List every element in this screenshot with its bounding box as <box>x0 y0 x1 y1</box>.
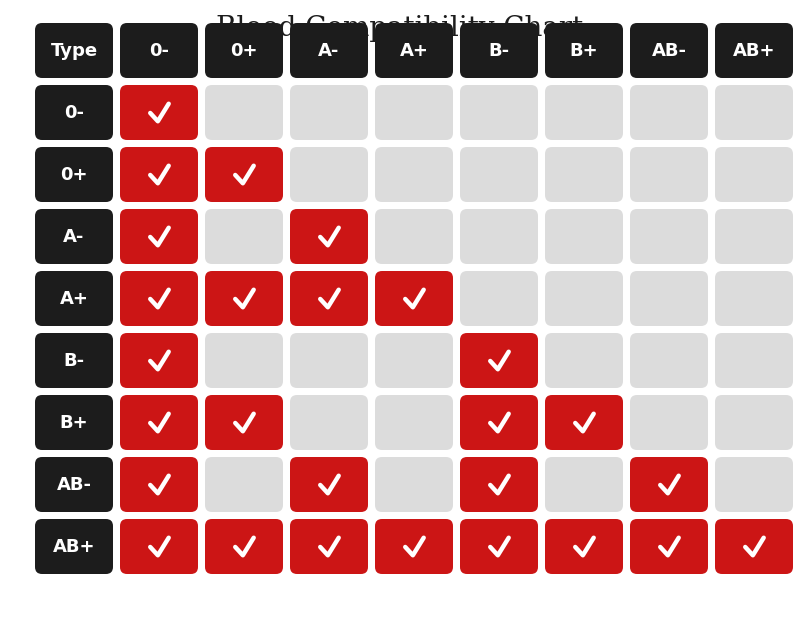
FancyBboxPatch shape <box>375 457 453 512</box>
FancyBboxPatch shape <box>715 209 793 264</box>
FancyBboxPatch shape <box>290 209 368 264</box>
FancyBboxPatch shape <box>630 23 708 78</box>
FancyBboxPatch shape <box>290 85 368 140</box>
FancyBboxPatch shape <box>35 519 113 574</box>
FancyBboxPatch shape <box>630 85 708 140</box>
FancyBboxPatch shape <box>120 271 198 326</box>
Text: Blood Compatibility Chart: Blood Compatibility Chart <box>216 15 584 42</box>
FancyBboxPatch shape <box>205 23 283 78</box>
FancyBboxPatch shape <box>120 85 198 140</box>
Text: B+: B+ <box>570 42 598 60</box>
Text: 0+: 0+ <box>60 165 88 184</box>
FancyBboxPatch shape <box>35 147 113 202</box>
FancyBboxPatch shape <box>120 147 198 202</box>
FancyBboxPatch shape <box>205 519 283 574</box>
FancyBboxPatch shape <box>35 23 113 78</box>
FancyBboxPatch shape <box>205 271 283 326</box>
FancyBboxPatch shape <box>375 333 453 388</box>
FancyBboxPatch shape <box>545 333 623 388</box>
FancyBboxPatch shape <box>460 147 538 202</box>
FancyBboxPatch shape <box>35 209 113 264</box>
FancyBboxPatch shape <box>375 395 453 450</box>
FancyBboxPatch shape <box>460 85 538 140</box>
FancyBboxPatch shape <box>35 333 113 388</box>
FancyBboxPatch shape <box>545 457 623 512</box>
FancyBboxPatch shape <box>120 23 198 78</box>
FancyBboxPatch shape <box>290 333 368 388</box>
FancyBboxPatch shape <box>375 271 453 326</box>
Text: AB+: AB+ <box>733 42 775 60</box>
Text: AB-: AB- <box>651 42 686 60</box>
FancyBboxPatch shape <box>715 271 793 326</box>
FancyBboxPatch shape <box>290 457 368 512</box>
FancyBboxPatch shape <box>630 271 708 326</box>
Text: 0-: 0- <box>64 104 84 122</box>
FancyBboxPatch shape <box>545 23 623 78</box>
FancyBboxPatch shape <box>715 85 793 140</box>
Text: Type: Type <box>50 42 98 60</box>
FancyBboxPatch shape <box>460 209 538 264</box>
FancyBboxPatch shape <box>715 333 793 388</box>
FancyBboxPatch shape <box>545 85 623 140</box>
FancyBboxPatch shape <box>375 85 453 140</box>
FancyBboxPatch shape <box>715 519 793 574</box>
FancyBboxPatch shape <box>375 23 453 78</box>
FancyBboxPatch shape <box>545 209 623 264</box>
FancyBboxPatch shape <box>460 519 538 574</box>
FancyBboxPatch shape <box>205 209 283 264</box>
FancyBboxPatch shape <box>205 147 283 202</box>
FancyBboxPatch shape <box>375 147 453 202</box>
FancyBboxPatch shape <box>630 147 708 202</box>
FancyBboxPatch shape <box>715 23 793 78</box>
FancyBboxPatch shape <box>120 209 198 264</box>
Text: B-: B- <box>489 42 510 60</box>
FancyBboxPatch shape <box>290 271 368 326</box>
FancyBboxPatch shape <box>715 147 793 202</box>
FancyBboxPatch shape <box>290 23 368 78</box>
FancyBboxPatch shape <box>460 23 538 78</box>
FancyBboxPatch shape <box>460 333 538 388</box>
FancyBboxPatch shape <box>205 457 283 512</box>
FancyBboxPatch shape <box>630 209 708 264</box>
FancyBboxPatch shape <box>290 395 368 450</box>
Text: A+: A+ <box>59 289 89 308</box>
FancyBboxPatch shape <box>205 395 283 450</box>
FancyBboxPatch shape <box>545 395 623 450</box>
FancyBboxPatch shape <box>290 519 368 574</box>
FancyBboxPatch shape <box>290 147 368 202</box>
FancyBboxPatch shape <box>120 457 198 512</box>
FancyBboxPatch shape <box>715 395 793 450</box>
Text: A+: A+ <box>399 42 429 60</box>
FancyBboxPatch shape <box>545 147 623 202</box>
FancyBboxPatch shape <box>630 519 708 574</box>
Text: AB+: AB+ <box>53 537 95 556</box>
FancyBboxPatch shape <box>120 333 198 388</box>
FancyBboxPatch shape <box>375 519 453 574</box>
FancyBboxPatch shape <box>545 519 623 574</box>
FancyBboxPatch shape <box>35 271 113 326</box>
Text: AB-: AB- <box>57 475 91 494</box>
Text: B-: B- <box>63 351 85 370</box>
FancyBboxPatch shape <box>460 457 538 512</box>
FancyBboxPatch shape <box>715 457 793 512</box>
FancyBboxPatch shape <box>120 395 198 450</box>
FancyBboxPatch shape <box>460 271 538 326</box>
FancyBboxPatch shape <box>630 333 708 388</box>
FancyBboxPatch shape <box>545 271 623 326</box>
FancyBboxPatch shape <box>35 85 113 140</box>
FancyBboxPatch shape <box>630 457 708 512</box>
FancyBboxPatch shape <box>35 395 113 450</box>
Text: B+: B+ <box>60 413 88 432</box>
Text: A-: A- <box>318 42 340 60</box>
FancyBboxPatch shape <box>630 395 708 450</box>
Text: 0-: 0- <box>149 42 169 60</box>
FancyBboxPatch shape <box>120 519 198 574</box>
FancyBboxPatch shape <box>205 333 283 388</box>
Text: 0+: 0+ <box>230 42 258 60</box>
FancyBboxPatch shape <box>460 395 538 450</box>
FancyBboxPatch shape <box>205 85 283 140</box>
FancyBboxPatch shape <box>35 457 113 512</box>
FancyBboxPatch shape <box>375 209 453 264</box>
Text: A-: A- <box>63 227 85 246</box>
